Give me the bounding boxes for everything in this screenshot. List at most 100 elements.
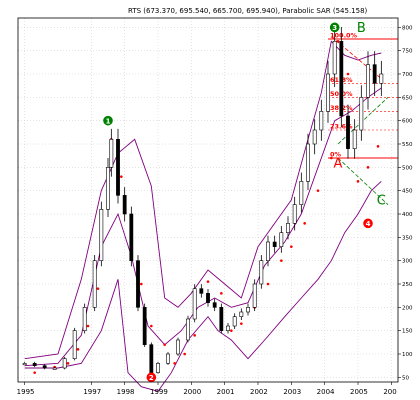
annotation-letter: A [334, 156, 343, 171]
y-tick-label: 750 [402, 49, 413, 55]
sar-dot [316, 189, 320, 192]
annotation-marker [329, 22, 340, 33]
sar-dot [193, 334, 196, 337]
price-bar [259, 260, 264, 285]
price-bar [332, 41, 337, 75]
x-tick-label: 1998 [117, 388, 135, 396]
annotation-label: 4 [366, 220, 371, 228]
y-tick-label: 600 [402, 119, 413, 125]
sar-dot [163, 343, 166, 346]
sar-dot [303, 222, 306, 225]
price-bar [232, 316, 237, 327]
sar-dot [33, 371, 36, 374]
price-bar [359, 97, 364, 131]
y-tick-label: 550 [402, 142, 413, 148]
sar-dot [336, 40, 340, 43]
annotation-label: 1 [106, 117, 111, 125]
y-tick-label: 350 [402, 235, 413, 241]
x-tick-label: 2003 [283, 388, 301, 396]
sar-dot [356, 180, 360, 183]
price-bar [142, 307, 147, 345]
sar-dot [66, 362, 70, 365]
price-bar [272, 241, 277, 247]
y-tick-label: 200 [402, 305, 413, 311]
x-tick-label: 2004 [317, 388, 335, 396]
x-tick-label: 2005 [350, 388, 368, 396]
price-bar [192, 288, 197, 320]
price-bar [206, 293, 210, 303]
trend-line [337, 157, 389, 205]
annotation-label: 2 [149, 374, 154, 382]
sar-dot [346, 72, 350, 76]
price-bar [352, 129, 357, 149]
price-bar [106, 167, 110, 210]
y-tick-label: 250 [402, 282, 413, 288]
y-tick-label: 100 [402, 352, 413, 358]
price-bar [339, 41, 344, 117]
axes: 50 100 150 200 250 300 350 400 450 500 550 600 650 70… [17, 17, 413, 396]
price-bar [82, 307, 87, 331]
price-bar [199, 288, 204, 294]
sar-dot [183, 352, 186, 356]
sar-dot [266, 282, 270, 286]
price-bar [32, 363, 37, 366]
annotation-marker [363, 218, 373, 229]
annotation-letter: B [357, 21, 366, 36]
fib-label: 100.0% [330, 32, 358, 40]
price-bar [279, 232, 284, 247]
sar-dot [240, 322, 243, 325]
price-bar [219, 307, 224, 331]
x-tick-label: 2000 [183, 388, 201, 396]
parabolic-sar [33, 40, 380, 374]
price-bar [379, 73, 384, 84]
y-tick-label: 700 [402, 72, 413, 78]
price-bar [312, 129, 317, 145]
series-line-bollinger-lower [24, 180, 382, 392]
price-bar [176, 339, 180, 355]
price-bar [129, 213, 134, 261]
sar-dot [96, 287, 100, 290]
sar-dot [150, 324, 153, 328]
price-bar [299, 181, 304, 205]
price-bar [319, 111, 324, 131]
sar-dot [220, 292, 223, 295]
price-bar [149, 344, 154, 373]
sar-dot [76, 348, 80, 351]
x-tick-label: 200 [383, 388, 396, 396]
price-bar [186, 318, 190, 341]
price-bar [122, 195, 127, 215]
price-bar [92, 260, 97, 308]
price-bar [246, 307, 250, 313]
price-bar [166, 353, 170, 364]
x-tick-label: 1995 [17, 388, 35, 396]
price-bar [226, 325, 230, 331]
price-bar [72, 330, 77, 359]
price-bar [239, 311, 244, 317]
y-tick-label: 650 [402, 95, 413, 101]
price-bar [306, 143, 310, 182]
price-bar [42, 365, 47, 369]
annotation-marker [146, 372, 157, 383]
sar-dot [280, 259, 283, 262]
x-tick-label: 1997 [83, 388, 101, 396]
sar-dot [330, 156, 333, 160]
price-bar [292, 204, 297, 224]
x-tick-label: 1999 [150, 388, 168, 396]
price-bar [212, 302, 217, 308]
sar-dot [366, 166, 370, 169]
sar-dot [86, 324, 90, 328]
plot-frame [17, 17, 399, 383]
grid [18, 18, 398, 382]
price-bar [156, 363, 160, 373]
price-bar [266, 241, 270, 261]
price-bar [326, 73, 330, 112]
sar-dot [290, 245, 293, 248]
price-bar [109, 139, 114, 168]
chart-title: RTS (673.370, 695.540, 665.700, 695.940)… [128, 7, 368, 15]
annotation-letter: C [377, 194, 386, 209]
annotations: 1 2 3 4 A B C [103, 21, 386, 383]
sar-dot [230, 329, 233, 332]
price-bar [62, 358, 67, 369]
